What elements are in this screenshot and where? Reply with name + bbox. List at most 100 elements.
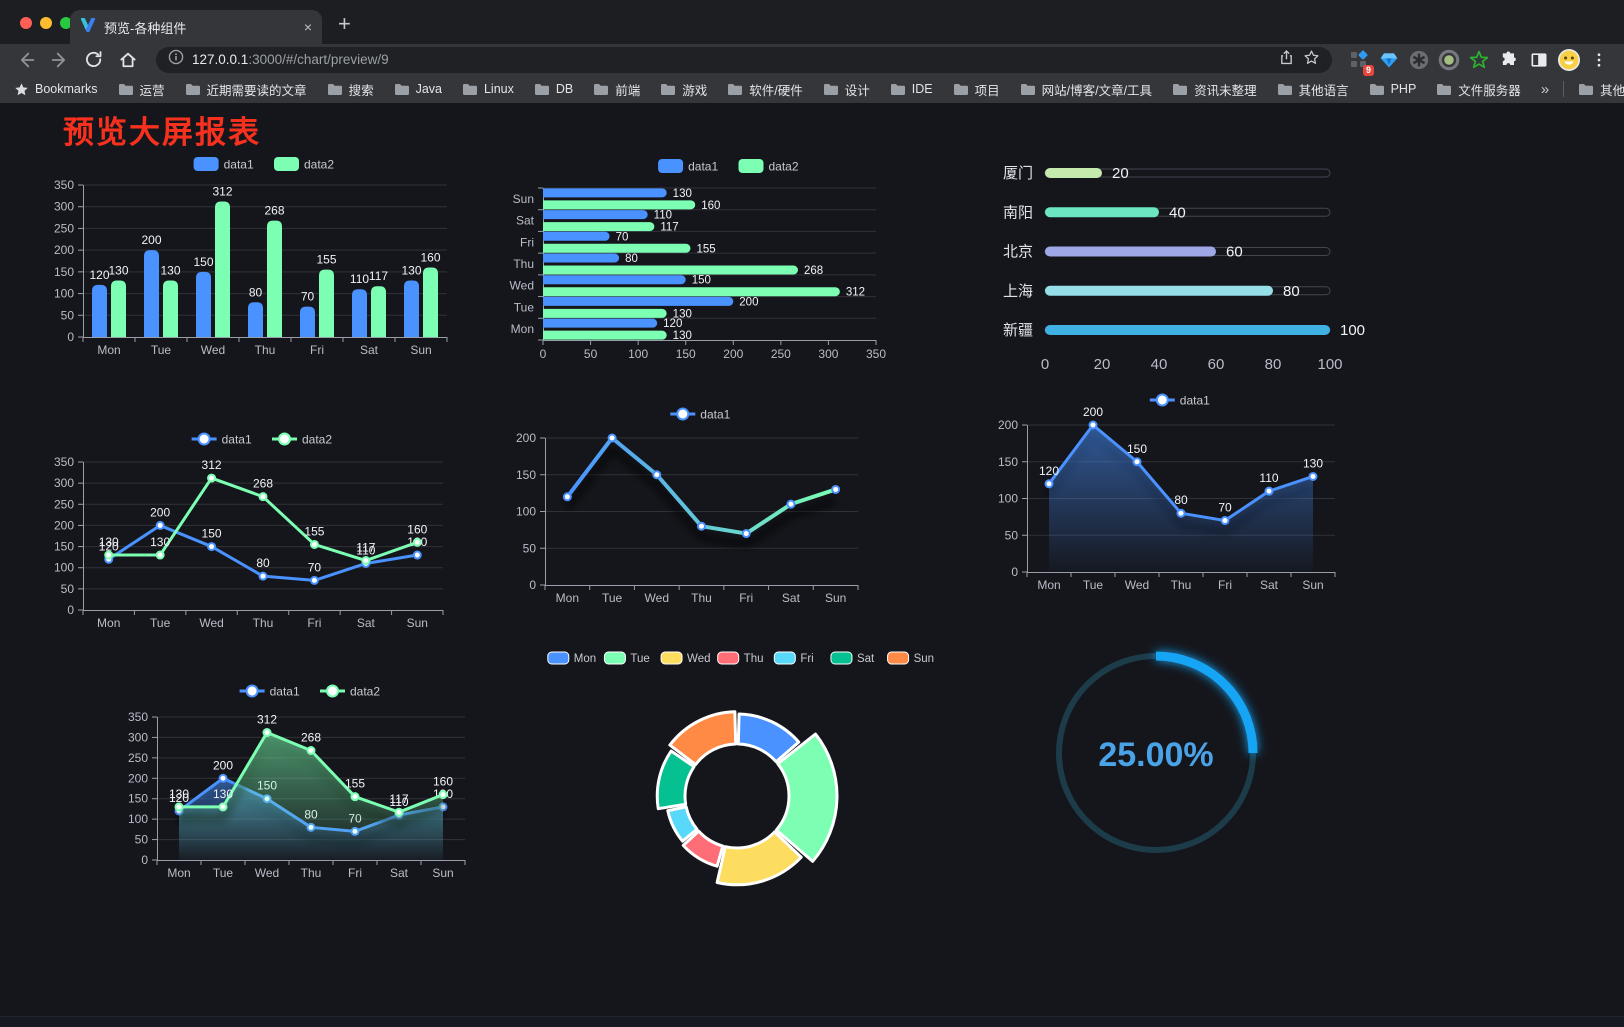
svg-text:200: 200 <box>516 431 536 445</box>
svg-text:Tue: Tue <box>514 300 535 314</box>
bookmark-folder[interactable]: Java <box>394 82 442 96</box>
grid-extension-icon[interactable]: 9 <box>1346 47 1374 76</box>
page-bottom-strip <box>0 1016 1624 1027</box>
bookmark-folder[interactable]: 运营 <box>118 80 165 99</box>
svg-text:Mon: Mon <box>574 653 596 665</box>
asterisk-extension-icon[interactable] <box>1406 47 1432 73</box>
address-bar[interactable]: 127.0.0.1:3000/#/chart/preview/9 <box>156 46 1332 73</box>
svg-text:150: 150 <box>1127 442 1147 456</box>
bookmark-folder[interactable]: 设计 <box>823 80 870 99</box>
bookmark-folder[interactable]: 资讯未整理 <box>1172 80 1257 99</box>
reload-icon[interactable] <box>80 46 108 74</box>
svg-text:20: 20 <box>1112 165 1129 182</box>
bookmark-folder[interactable]: 文件服务器 <box>1436 80 1521 99</box>
gem-extension-icon[interactable] <box>1376 47 1402 73</box>
rose-donut-chart[interactable]: Mon Tue Wed Thu Fri Sat Sun <box>540 638 940 933</box>
svg-text:Wed: Wed <box>645 591 669 605</box>
svg-text:117: 117 <box>356 541 375 555</box>
bookmark-folder[interactable]: 项目 <box>953 80 1000 99</box>
svg-text:Thu: Thu <box>253 616 274 630</box>
forward-icon[interactable] <box>46 46 74 74</box>
svg-text:0: 0 <box>67 603 74 617</box>
site-info-icon[interactable] <box>168 49 184 70</box>
extensions-row: 9 <box>1346 47 1612 76</box>
gauge-progress-chart[interactable]: 25.00% <box>1040 640 1280 885</box>
svg-text:100: 100 <box>1317 356 1342 373</box>
svg-text:155: 155 <box>696 243 715 255</box>
bookmark-folder[interactable]: 游戏 <box>660 80 707 99</box>
svg-text:Mon: Mon <box>511 322 534 336</box>
svg-text:data2: data2 <box>302 432 332 446</box>
bookmark-folder[interactable]: DB <box>534 82 573 96</box>
bookmark-folder[interactable]: 其他语言 <box>1277 80 1349 99</box>
bookmark-folder[interactable]: 前端 <box>593 80 640 99</box>
bookmark-folder[interactable]: 网站/博客/文章/工具 <box>1020 80 1152 99</box>
side-panel-icon[interactable] <box>1526 47 1552 73</box>
tab-close-icon[interactable]: × <box>303 19 312 35</box>
svg-text:268: 268 <box>301 731 321 745</box>
folder-icon <box>327 83 342 95</box>
bookmark-folder[interactable]: 搜索 <box>327 80 374 99</box>
double-area-line-chart[interactable]: data1 data2 0 50 100 150 200 250 300 350 Mon Tue Wed… <box>95 675 515 895</box>
svg-text:70: 70 <box>616 231 629 243</box>
bookmark-folder[interactable]: IDE <box>890 82 933 96</box>
svg-text:120: 120 <box>99 539 119 553</box>
bookmark-star-icon[interactable] <box>1303 49 1320 71</box>
progress-bar-chart[interactable]: 厦门 20 南阳 40 北京 60 上海 80 新疆 100 0 20 40 60 80 100 <box>985 150 1375 400</box>
grouped-bar-chart[interactable]: data1 data2 0 50 100 150 200 250 300 350 Mon Tue Wed… <box>35 148 455 368</box>
svg-text:150: 150 <box>516 468 536 482</box>
maximize-window-button[interactable] <box>60 17 72 29</box>
bookmark-folder[interactable]: Linux <box>462 82 514 96</box>
svg-text:Tue: Tue <box>213 866 234 880</box>
svg-text:110: 110 <box>389 795 408 809</box>
kebab-menu-icon[interactable] <box>1586 47 1612 73</box>
puzzle-extensions-icon[interactable] <box>1496 47 1522 73</box>
folder-icon <box>890 83 905 95</box>
svg-text:300: 300 <box>128 730 148 744</box>
svg-text:250: 250 <box>771 347 791 361</box>
close-window-button[interactable] <box>20 17 32 29</box>
bookmark-folder[interactable]: 软件/硬件 <box>727 80 803 99</box>
svg-text:160: 160 <box>407 522 427 536</box>
svg-text:data1: data1 <box>700 407 730 421</box>
gradient-line-chart[interactable]: data1 0 50 100 150 200 Mon Tue Wed Thu Fri Sat Sun <box>500 400 905 617</box>
bookmarks-root[interactable]: Bookmarks <box>14 82 98 97</box>
home-icon[interactable] <box>114 46 142 74</box>
folder-icon <box>823 83 838 95</box>
svg-text:Fri: Fri <box>1218 578 1232 592</box>
svg-text:130: 130 <box>150 535 170 549</box>
bookmark-folder[interactable]: PHP <box>1369 82 1416 96</box>
dot-circle-extension-icon[interactable] <box>1436 47 1462 73</box>
folder-icon <box>462 83 477 95</box>
svg-text:20: 20 <box>1094 356 1111 373</box>
area-line-chart[interactable]: data1 0 50 100 150 200 Mon Tue Wed Thu Fri Sat Sun 12… <box>985 388 1375 605</box>
share-icon[interactable] <box>1278 49 1295 71</box>
green-star-extension-icon[interactable] <box>1466 47 1492 73</box>
bookmark-folder[interactable]: 近期需要读的文章 <box>185 80 307 99</box>
back-icon[interactable] <box>12 46 40 74</box>
chart-canvas: Mon Tue Wed Thu Fri Sat Sun <box>547 651 934 887</box>
new-tab-button[interactable]: + <box>338 11 351 36</box>
folder-icon <box>1020 83 1035 95</box>
horizontal-bar-chart[interactable]: data1 data2 0 50 100 150 200 250 300 350 Mon Tue Wed… <box>498 150 922 373</box>
svg-text:117: 117 <box>660 222 678 234</box>
svg-text:Fri: Fri <box>739 591 753 605</box>
svg-text:150: 150 <box>128 792 148 806</box>
svg-text:60: 60 <box>1226 244 1243 261</box>
bookmarks-bar: Bookmarks 运营 近期需要读的文章 搜索 Java Linux DB 前端 游戏 软件/… <box>0 75 1624 103</box>
multi-line-chart[interactable]: data1 data2 0 50 100 150 200 250 300 350 Mon Tue Wed… <box>35 425 455 645</box>
folder-icon <box>661 83 676 95</box>
chart-canvas: data1 data2 0 50 100 150 200 250 300 350 Mon Tue Wed… <box>128 684 466 880</box>
svg-text:0: 0 <box>1011 565 1018 579</box>
svg-text:150: 150 <box>998 455 1018 469</box>
minimize-window-button[interactable] <box>40 17 52 29</box>
svg-text:data1: data1 <box>222 432 252 446</box>
bookmarks-overflow-chevron[interactable]: » <box>1540 80 1550 98</box>
svg-text:50: 50 <box>1005 528 1019 542</box>
svg-text:Mon: Mon <box>1037 578 1060 592</box>
svg-text:150: 150 <box>54 540 74 554</box>
browser-tab[interactable]: 预览-各种组件 × <box>70 10 322 44</box>
svg-text:120: 120 <box>663 318 682 330</box>
other-bookmarks-folder[interactable]: 其他书签 <box>1578 80 1624 99</box>
emoji-extension-icon[interactable] <box>1556 47 1582 73</box>
